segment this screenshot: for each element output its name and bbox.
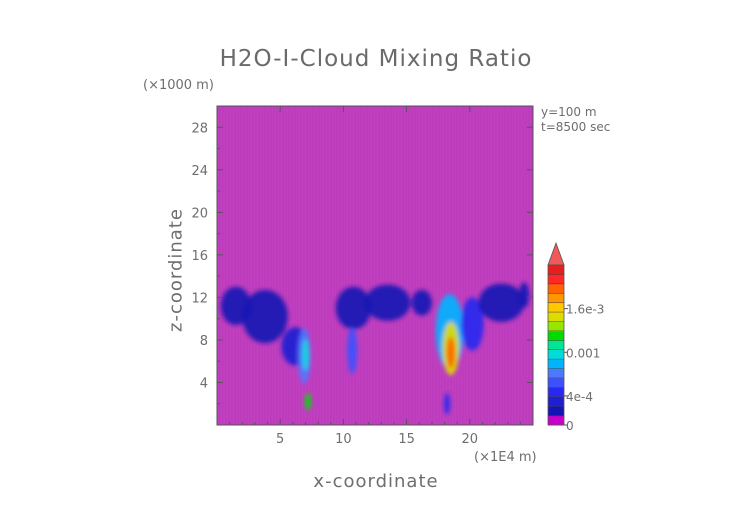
y-tick-label: 24	[191, 164, 208, 179]
cloud-cell	[460, 297, 484, 351]
x-tick-label: 5	[276, 432, 284, 447]
colorbar-segment	[548, 312, 564, 322]
cloud-cell	[347, 327, 358, 374]
cloud-cell	[478, 283, 525, 322]
colorbar	[547, 241, 565, 426]
cloud-cell	[304, 393, 312, 411]
cloud-cell	[335, 286, 372, 330]
colorbar-segment	[548, 330, 564, 341]
colorbar-segment	[548, 321, 564, 332]
annotation-y-location: y=100 m	[541, 105, 597, 119]
x-tick-label: 10	[335, 432, 352, 447]
colorbar-tick-label: 4e-4	[566, 390, 593, 404]
cloud-cell	[302, 338, 309, 371]
field-texture	[217, 106, 533, 425]
y-tick-label: 16	[191, 249, 208, 264]
colorbar-tick-label: 0.001	[566, 346, 600, 360]
chart-title: H2O-I-Cloud Mixing Ratio	[219, 46, 533, 72]
colorbar-tick-label: 0	[566, 419, 574, 433]
colorbar-segment	[548, 368, 564, 379]
colorbar-segment	[548, 340, 564, 351]
plot-frame	[216, 105, 534, 426]
x-unit-label: (×1E4 m)	[474, 450, 537, 465]
colorbar-segment	[548, 349, 564, 360]
colorbar-segment	[548, 406, 564, 417]
colorbar-tick-label: 1.6e-3	[566, 303, 604, 317]
colorbar-segment	[548, 302, 564, 313]
colorbar-segment	[548, 387, 564, 398]
annotation-time: t=8500 sec	[541, 120, 611, 134]
cloud-cell	[446, 336, 456, 369]
y-tick-label: 8	[200, 334, 208, 349]
cloud-field	[220, 282, 530, 415]
cloud-cell	[519, 282, 530, 309]
y-tick-label: 12	[191, 291, 208, 306]
colorbar-segment	[548, 377, 564, 388]
cloud-cell	[411, 289, 432, 316]
colorbar-segment	[548, 265, 564, 275]
plot-background	[217, 106, 533, 425]
colorbar-segment	[548, 283, 564, 294]
y-tick-label: 28	[191, 121, 208, 136]
cloud-cell	[364, 284, 411, 321]
colorbar-segment	[548, 359, 564, 370]
y-tick-label: 4	[200, 376, 208, 391]
colorbar-segment	[548, 415, 564, 426]
cloud-cell	[443, 393, 451, 415]
x-axis-label: x-coordinate	[313, 471, 439, 492]
colorbar-segment	[548, 274, 564, 285]
y-unit-label: (×1000 m)	[143, 78, 214, 93]
colorbar-frame	[547, 264, 565, 426]
colorbar-over-arrow	[547, 241, 565, 266]
x-tick-label: 15	[398, 432, 415, 447]
colorbar-segment	[548, 293, 564, 304]
colorbar-segment	[548, 396, 564, 407]
cloud-cell	[242, 289, 288, 344]
x-tick-label: 20	[462, 432, 479, 447]
y-tick-label: 20	[191, 206, 208, 221]
